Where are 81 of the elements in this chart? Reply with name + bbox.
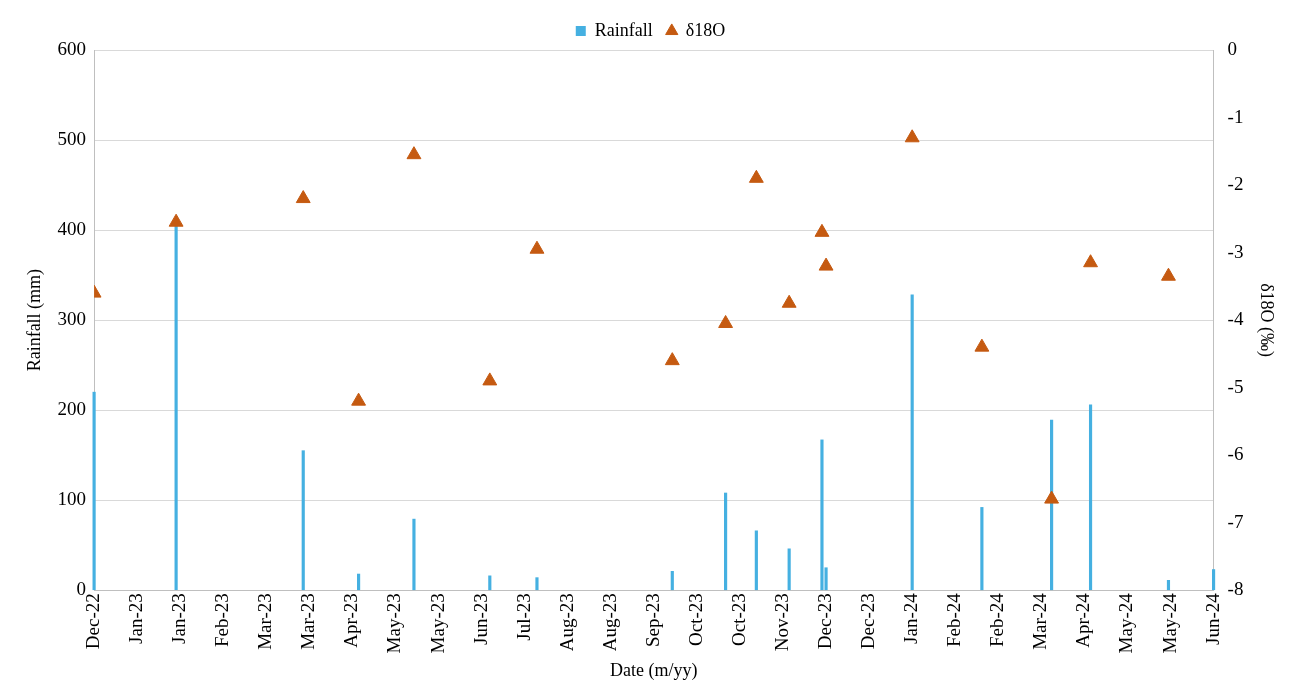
y2-tick-label: 0 [1227,37,1238,59]
x-tick-label: Jan-23 [168,593,190,644]
bar [1166,580,1171,591]
x-tick-label: Oct-23 [727,593,749,647]
point [974,338,990,352]
x-tick-label: May-23 [383,593,405,654]
point [814,223,830,237]
point [482,372,498,386]
bar [787,548,791,591]
legend-label: δ18O [685,19,726,40]
bar [724,492,728,591]
x-axis-title: Date (m/yy) [610,659,698,681]
y2-tick-label: -7 [1227,510,1244,532]
y-tick-label: 400 [57,218,87,240]
point [406,146,422,160]
x-tick-label: Apr-24 [1072,592,1094,648]
x-tick-label: Aug-23 [555,593,577,652]
y-tick-label: 200 [57,398,87,420]
x-tick-label: Jun-24 [1201,592,1223,645]
point [1083,254,1098,268]
point [748,169,764,183]
y-tick-label: 100 [57,488,87,510]
x-tick-label: May-24 [1115,592,1137,654]
point [818,257,834,271]
x-tick-label: May-23 [426,593,448,654]
bar [301,450,305,591]
x-tick-label: Feb-24 [986,592,1008,648]
y2-tick-label: -4 [1227,308,1244,330]
x-tick-label: Feb-23 [211,593,233,648]
x-tick-label: Jan-23 [125,593,147,644]
bar [535,577,539,591]
bar [910,294,914,591]
y2-axis-title: δ18O (‰) [1256,283,1278,358]
x-tick-label: Jun-23 [469,593,491,645]
x-tick-label: Sep-23 [641,593,663,648]
bar [488,575,492,591]
bar [820,439,824,591]
y-tick-label: 500 [57,128,87,150]
bar [980,507,984,591]
y2-tick-label: -2 [1227,173,1244,195]
x-tick-label: Nov-23 [770,593,792,652]
bar [670,571,674,591]
x-tick-label: Jan-24 [900,592,922,644]
x-tick-label: Dec-23 [857,593,879,650]
y2-tick-label: -6 [1227,443,1244,465]
bar [174,225,178,591]
point [718,315,734,328]
x-tick-label: May-24 [1158,592,1180,654]
bar [357,573,361,591]
x-tick-label: Mar-23 [254,593,276,650]
bar [412,518,416,591]
y2-tick-label: -3 [1227,240,1244,262]
point [168,213,184,227]
bar [92,391,96,591]
x-tick-label: Apr-23 [340,593,362,648]
x-tick-label: Aug-23 [598,593,620,652]
point [1161,267,1176,281]
legend-label: Rainfall [594,19,653,40]
y2-tick-label: -8 [1227,578,1244,600]
bar [754,530,758,591]
point [529,240,545,254]
y2-tick-label: -1 [1227,105,1244,127]
point [664,352,680,366]
x-tick-label: Oct-23 [684,593,706,647]
bar [1088,404,1093,591]
point [781,294,797,308]
point [1044,490,1060,504]
point [351,392,367,406]
y2-tick-label: -5 [1227,375,1244,397]
x-tick-label: Mar-24 [1029,592,1051,650]
x-tick-label: Dec-23 [814,593,836,650]
x-tick-label: Feb-24 [943,592,965,648]
bar [1211,569,1216,591]
x-tick-label: Jul-23 [512,593,534,641]
point [295,190,311,204]
x-tick-label: Mar-23 [297,593,319,650]
y-tick-label: 0 [76,578,87,600]
y-axis-title: Rainfall (mm) [23,268,45,372]
y-tick-label: 300 [57,308,87,330]
point [904,129,920,143]
y-tick-label: 600 [57,37,87,59]
